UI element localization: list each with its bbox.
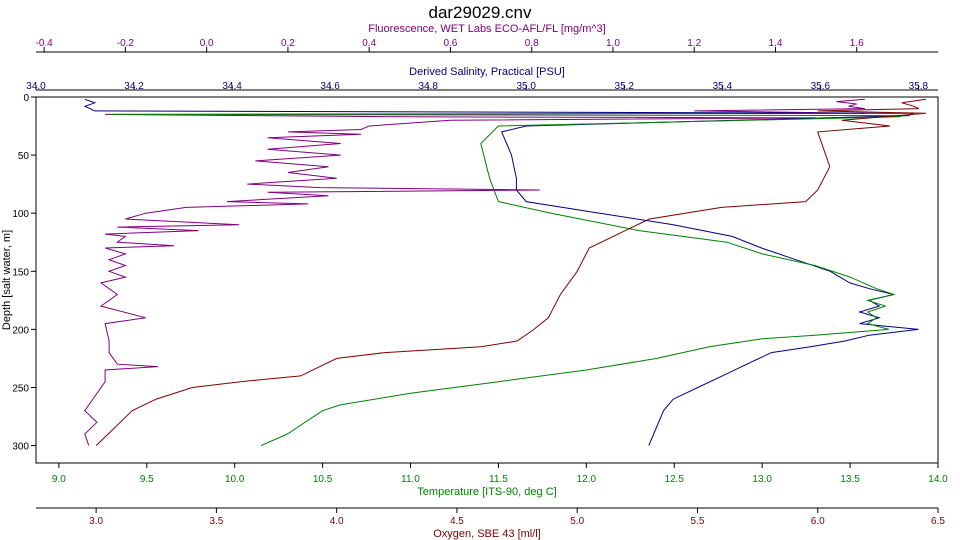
y-tick-label: 150 [12,267,29,278]
x-tick-label: 0.2 [281,38,295,49]
x-tick-label: 1.4 [769,38,783,49]
plot-area [35,96,939,464]
x-axis-label-oxygen: Oxygen, SBE 43 [ml/l] [433,528,541,540]
x-tick-label: 11.5 [489,474,508,485]
x-tick-label: 34.8 [418,81,438,92]
x-tick-label: 13.0 [752,474,772,485]
x-tick-label: 13.5 [840,474,860,485]
x-tick-label: 35.8 [909,81,929,92]
x-tick-label: 14.0 [928,474,948,485]
x-tick-label: 10.0 [225,474,245,485]
x-tick-label: 6.0 [811,516,825,527]
x-tick-label: 1.0 [606,38,620,49]
x-tick-label: 34.2 [124,81,144,92]
series-line-temperature [111,113,903,447]
x-axis-label-temperature: Temperature [ITS-90, deg C] [417,486,556,498]
x-tick-label: 35.6 [811,81,831,92]
x-tick-label: 34.6 [320,81,340,92]
y-tick-label: 250 [12,383,29,394]
x-tick-label: 0.6 [443,38,457,49]
x-axis-oxygen: 3.0 3.5 4.0 4.5 5.0 5.5 6.0 6.5 Oxygen, SBE 43 [… [36,507,945,540]
x-tick-label: 35.2 [615,81,635,92]
y-tick-label: 100 [12,209,29,220]
x-axis-salinity: 34.0 34.2 34.4 34.6 34.8 35.0 35.2 35.4 35.6 35.8… [26,66,938,92]
x-axis-label-salinity: Derived Salinity, Practical [PSU] [409,66,565,78]
x-tick-label: -0.4 [36,38,54,49]
x-tick-label: -0.2 [117,38,135,49]
x-tick-label: 3.5 [209,516,223,527]
x-tick-label: 11.0 [401,474,420,485]
x-axis-fluorescence: -0.4 -0.2 0.0 0.2 0.4 0.6 0.8 1.0 1.2 1.4 1.6 Fluor… [36,23,938,53]
x-tick-label: 1.2 [687,38,701,49]
chart-title: dar29029.cnv [428,3,532,22]
x-tick-label: 9.0 [52,474,66,485]
x-tick-label: 35.0 [516,81,536,92]
y-tick-label: 200 [12,325,29,336]
x-tick-label: 34.4 [222,81,242,92]
series-layer [83,98,927,447]
series-line-fluorescence [84,98,865,446]
x-tick-label: 1.6 [850,38,864,49]
x-axis-label-fluorescence: Fluorescence, WET Labs ECO-AFL/FL [mg/m^… [368,23,605,35]
series-line-salinity [83,98,919,446]
x-tick-label: 3.0 [89,516,103,527]
x-axis-temperature: 9.0 9.5 10.0 10.5 11.0 11.5 12.0 12.5 13.0 13.5 14… [36,462,948,498]
axes-layer: -0.4 -0.2 0.0 0.2 0.4 0.6 0.8 1.0 1.2 1.4 1.6 Fluor… [12,23,948,540]
x-tick-label: 12.0 [577,474,597,485]
x-tick-label: 6.5 [931,516,945,527]
x-tick-label: 34.0 [26,81,46,92]
x-tick-label: 0.8 [525,38,539,49]
y-tick-label: 0 [23,93,29,104]
x-tick-label: 4.0 [330,516,344,527]
y-axis-label: Depth [salt water, m] [1,230,13,330]
x-tick-label: 9.5 [140,474,154,485]
y-tick-label: 50 [18,151,30,162]
series-line-oxygen [95,98,927,446]
y-tick-label: 300 [12,442,29,453]
y-axis: 0 50 100 150 200 250 300 [12,93,36,453]
x-tick-label: 4.5 [450,516,464,527]
x-tick-label: 5.5 [691,516,705,527]
x-tick-label: 12.5 [665,474,685,485]
x-tick-label: 10.5 [313,474,333,485]
x-tick-label: 0.4 [362,38,376,49]
x-tick-label: 5.0 [570,516,584,527]
x-tick-label: 0.0 [200,38,214,49]
x-tick-label: 35.4 [713,81,733,92]
